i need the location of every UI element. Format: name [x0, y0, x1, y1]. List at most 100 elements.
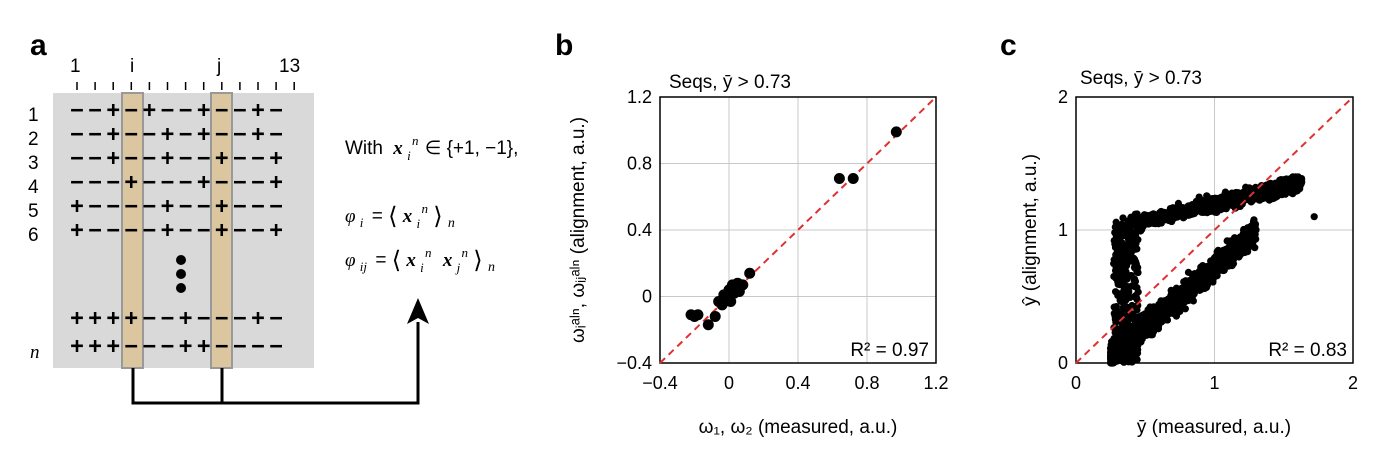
scatter-point: [1124, 321, 1133, 329]
sequence-sign: +: [215, 218, 228, 243]
scatter-point: [1248, 229, 1257, 237]
sequence-sign: +: [70, 334, 83, 359]
scatter-point: [1133, 210, 1141, 218]
sequence-sign: −: [233, 218, 246, 243]
scatter-point: [1171, 310, 1179, 318]
scatter-point: [1181, 205, 1189, 214]
scatter-point: [1130, 263, 1139, 272]
scatter-point: [890, 126, 902, 138]
sequence-sign: +: [107, 98, 120, 123]
scatter-point: [1123, 228, 1131, 236]
sequence-sign: −: [179, 146, 192, 171]
scatter-point: [1297, 180, 1305, 189]
row-label-1: 1: [28, 105, 39, 126]
sequence-sign: −: [70, 170, 83, 195]
sequence-sign: −: [143, 218, 156, 243]
sequence-sign: +: [269, 218, 282, 243]
sequence-sign: +: [215, 194, 228, 219]
scatter-point: [1236, 241, 1244, 249]
scatter-point: [1245, 184, 1253, 192]
scatter-point: [1196, 286, 1204, 294]
scatter-point: [1126, 248, 1134, 256]
sequence-sign: −: [161, 170, 174, 195]
panel-a-letter: a: [30, 29, 47, 62]
sequence-sign: −: [269, 194, 282, 219]
sequence-sign: −: [179, 170, 192, 195]
sequence-sign: −: [70, 98, 83, 123]
sequence-sign: −: [179, 218, 192, 243]
sequence-sign: +: [70, 194, 83, 219]
sequence-sign: −: [161, 334, 174, 359]
sequence-sign: −: [233, 170, 246, 195]
scatter-point: [1112, 263, 1120, 271]
scatter-point: [1122, 271, 1130, 279]
sequence-sign: −: [143, 170, 156, 195]
chart-b-title: Seqs, ȳ > 0.73: [669, 72, 791, 93]
sequence-sign: −: [143, 334, 156, 359]
sequence-sign: −: [269, 98, 282, 123]
chart-c-points: [1107, 173, 1318, 367]
chart-c-identity-line: [1075, 96, 1354, 364]
ellipsis-dot: [176, 283, 186, 293]
scatter-point: [1154, 216, 1163, 224]
panel-a: a 1 i j 13 − − + − + − − + − − + −− − + − − + − + − − + −− − + − −…: [28, 29, 518, 405]
scatter-point: [1132, 245, 1140, 253]
panel-c-letter: c: [1000, 29, 1017, 62]
sequence-sign: −: [233, 194, 246, 219]
scatter-point: [1118, 239, 1126, 247]
sequence-sign: −: [197, 194, 210, 219]
sequence-sign: +: [251, 306, 264, 331]
scatter-point: [833, 172, 845, 184]
scatter-point: [1116, 333, 1124, 341]
scatter-point: [1216, 250, 1224, 258]
scatter-point: [847, 172, 859, 184]
scatter-point: [1232, 198, 1240, 207]
sequence-sign: −: [269, 306, 282, 331]
scatter-point: [1174, 208, 1182, 216]
sequence-sign: −: [88, 98, 101, 123]
sequence-sign: −: [233, 146, 246, 171]
row-label-5: 5: [28, 201, 39, 222]
scatter-point: [1209, 274, 1217, 282]
scatter-point: [1219, 196, 1227, 204]
sequence-sign: −: [70, 122, 83, 147]
scatter-point: [1122, 343, 1130, 351]
sequence-sign: −: [197, 306, 210, 331]
sequence-sign: −: [88, 218, 101, 243]
sequence-sign: +: [143, 98, 156, 123]
scatter-point: [1140, 320, 1149, 328]
scatter-point: [1206, 267, 1214, 276]
scatter-point: [1123, 353, 1131, 361]
scatter-point: [1130, 254, 1138, 262]
row-label-6: 6: [28, 225, 39, 246]
sequence-sign: −: [251, 170, 264, 195]
scatter-point: [1122, 296, 1130, 304]
scatter-point: [1111, 353, 1119, 361]
sequence-sign: +: [269, 146, 282, 171]
x-tick-label: 0: [724, 373, 734, 393]
y-tick-label: 2: [1058, 87, 1068, 107]
scatter-point: [1146, 303, 1154, 311]
sequence-sign: +: [125, 170, 138, 195]
sequence-sign: +: [161, 146, 174, 171]
sequence-sign: +: [161, 122, 174, 147]
chart-c-r2: R² = 0.83: [1268, 340, 1347, 361]
row-label-2: 2: [28, 129, 39, 150]
sequence-rows: − − + − + − − + − − + −− − + − − + − + − − + −− − + − − + − − + − − +− − − +…: [70, 98, 282, 359]
scatter-point: [1290, 180, 1298, 188]
chart-c-tick-labels: 00 1 1 2 2: [1058, 87, 1358, 393]
chart-b-tick-labels: −0.4−0.4 0 0 0.4 0.4 0.8 0.8 1.2 1.2: [616, 87, 948, 393]
scatter-point: [1138, 225, 1146, 234]
scatter-point: [1128, 336, 1136, 344]
x-tick-label: 0: [1071, 373, 1081, 393]
scatter-point: [1164, 308, 1172, 316]
scatter-point: [1127, 213, 1135, 221]
sequence-sign: +: [251, 122, 264, 147]
scatter-point: [1132, 353, 1140, 361]
column-tick-marks: [76, 82, 295, 90]
sequence-sign: +: [70, 218, 83, 243]
sequence-sign: +: [179, 334, 192, 359]
scatter-point: [1261, 189, 1269, 197]
scatter-point: [1112, 274, 1120, 282]
